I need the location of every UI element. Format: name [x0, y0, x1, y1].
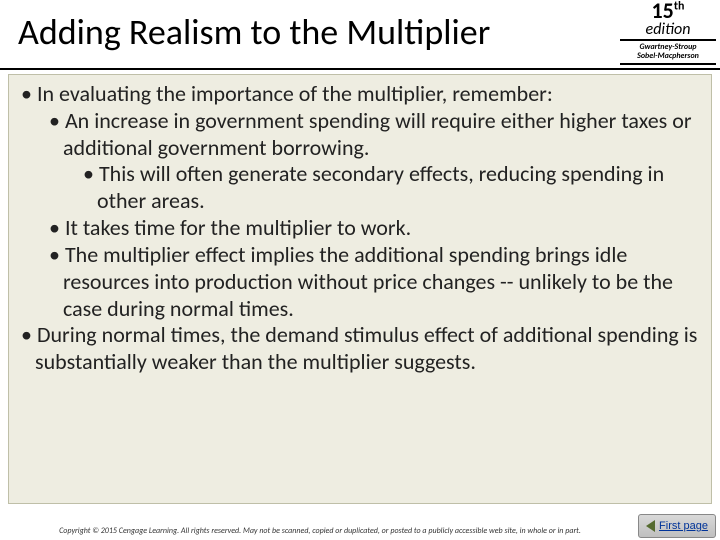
bullet-item: In evaluating the importance of the mult… — [21, 81, 699, 108]
edition-box: 15th edition Gwartney-Stroup Sobel-Macph… — [620, 0, 716, 65]
first-page-label: First page — [659, 520, 708, 532]
edition-number: 15th — [652, 0, 685, 22]
slide: Adding Realism to the Multiplier 15th ed… — [0, 0, 720, 540]
body-text-box: In evaluating the importance of the mult… — [8, 74, 712, 504]
slide-title: Adding Realism to the Multiplier — [18, 10, 490, 54]
copyright-text: Copyright © 2015 Cengage Learning. All r… — [0, 526, 640, 536]
triangle-left-icon — [646, 520, 655, 532]
first-page-button[interactable]: First page — [638, 514, 716, 538]
bullet-item: An increase in government spending will … — [49, 108, 699, 162]
edition-suffix: th — [674, 0, 685, 14]
edition-label: edition — [620, 23, 716, 41]
footer: Copyright © 2015 Cengage Learning. All r… — [0, 510, 720, 540]
header: Adding Realism to the Multiplier 15th ed… — [0, 0, 720, 70]
bullet-item: It takes time for the multiplier to work… — [49, 215, 699, 242]
bullet-item: During normal times, the demand stimulus… — [21, 322, 699, 376]
bullet-item: The multiplier effect implies the additi… — [49, 242, 699, 322]
authors-line2: Sobel-Macpherson — [637, 51, 699, 61]
bullet-item: This will often generate secondary effec… — [83, 161, 699, 215]
authors: Gwartney-Stroup Sobel-Macpherson — [620, 41, 716, 65]
